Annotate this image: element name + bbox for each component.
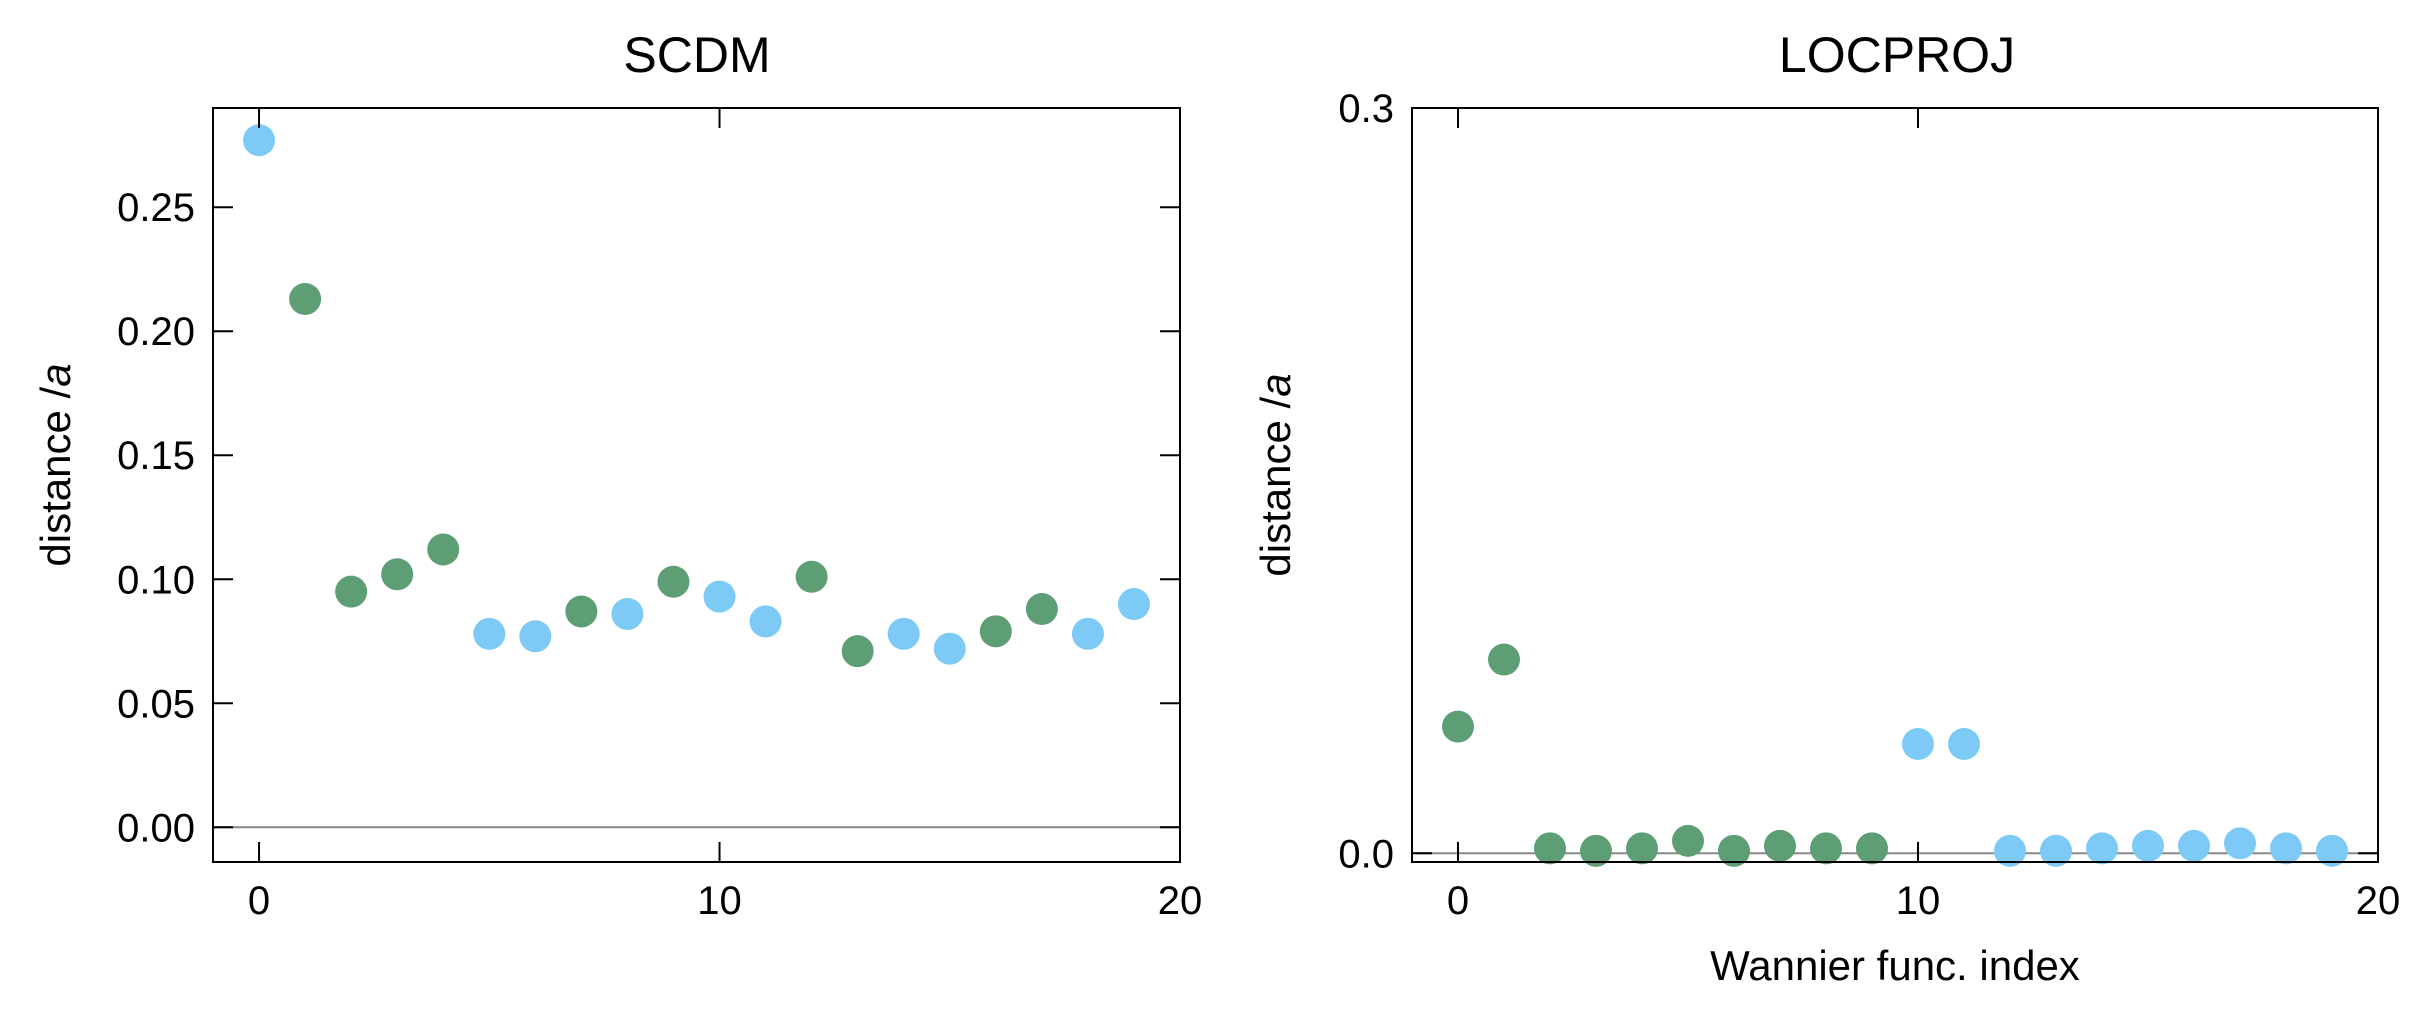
data-point-5 <box>1672 824 1704 857</box>
y-tick-label: 0.25 <box>117 186 195 230</box>
data-point-4 <box>427 533 460 566</box>
x-tick-label: 20 <box>2356 879 2401 923</box>
data-point-3 <box>381 558 414 591</box>
panel-locproj: LOCPROJ distance /a Wannier func. index … <box>1252 27 2400 989</box>
data-point-7 <box>1764 829 1796 862</box>
data-point-2 <box>335 575 368 608</box>
panel-title: SCDM <box>623 27 770 83</box>
data-point-17 <box>1025 593 1058 626</box>
x-tick-label: 10 <box>697 879 742 923</box>
y-axis-label: distance /a <box>32 363 79 566</box>
data-point-6 <box>519 620 552 653</box>
plot-frame <box>1411 107 2379 863</box>
data-point-7 <box>565 595 598 628</box>
y-axis-label-text: distance / <box>1252 396 1299 576</box>
data-point-10 <box>1902 727 1934 760</box>
data-point-11 <box>749 605 782 638</box>
data-point-14 <box>887 617 920 650</box>
y-tick-label: 0.10 <box>117 558 195 602</box>
y-tick-label: 0.20 <box>117 310 195 354</box>
data-point-14 <box>2086 832 2118 865</box>
data-point-13 <box>2040 834 2072 867</box>
x-tick-label: 10 <box>1896 879 1941 923</box>
data-point-2 <box>1534 832 1566 865</box>
y-axis-label-text: distance / <box>32 386 79 566</box>
data-point-19 <box>2316 834 2348 867</box>
x-axis-label: Wannier func. index <box>1710 942 2080 989</box>
data-point-15 <box>2132 829 2164 862</box>
panel-title: LOCPROJ <box>1779 27 2015 83</box>
data-point-17 <box>2224 827 2256 860</box>
y-axis-label-unit: a <box>32 363 79 386</box>
data-point-0 <box>243 124 276 157</box>
data-point-11 <box>1948 727 1980 760</box>
data-point-1 <box>1488 643 1520 676</box>
data-point-12 <box>1994 834 2026 867</box>
data-point-12 <box>795 560 828 593</box>
data-point-9 <box>1856 832 1888 865</box>
data-point-3 <box>1580 834 1612 867</box>
plot-frame <box>212 107 1181 863</box>
data-point-1 <box>289 282 322 315</box>
data-point-5 <box>473 617 506 650</box>
y-tick-label: 0.15 <box>117 434 195 478</box>
data-point-18 <box>1071 617 1104 650</box>
data-point-9 <box>657 565 690 598</box>
data-point-16 <box>979 615 1012 648</box>
data-point-8 <box>611 597 644 630</box>
y-tick-label: 0.00 <box>117 806 195 850</box>
y-axis-label-unit: a <box>1252 373 1299 396</box>
data-point-0 <box>1442 710 1474 743</box>
x-tick-label: 20 <box>1158 879 1203 923</box>
data-point-4 <box>1626 832 1658 865</box>
y-tick-label: 0.3 <box>1338 87 1394 131</box>
data-point-15 <box>933 632 966 665</box>
data-point-16 <box>2178 829 2210 862</box>
data-point-6 <box>1718 834 1750 867</box>
data-point-18 <box>2270 832 2302 865</box>
data-point-10 <box>703 580 736 613</box>
y-axis-label: distance /a <box>1252 373 1299 576</box>
x-tick-label: 0 <box>248 879 270 923</box>
y-tick-label: 0.05 <box>117 682 195 726</box>
x-tick-label: 0 <box>1447 879 1469 923</box>
y-tick-label: 0.0 <box>1338 832 1394 876</box>
data-point-8 <box>1810 832 1842 865</box>
data-point-19 <box>1117 588 1150 621</box>
panel-scdm: SCDM distance /a 0 10 20 0.00 0.05 0.10 0.15 0.… <box>32 27 1202 923</box>
data-point-13 <box>841 635 874 668</box>
